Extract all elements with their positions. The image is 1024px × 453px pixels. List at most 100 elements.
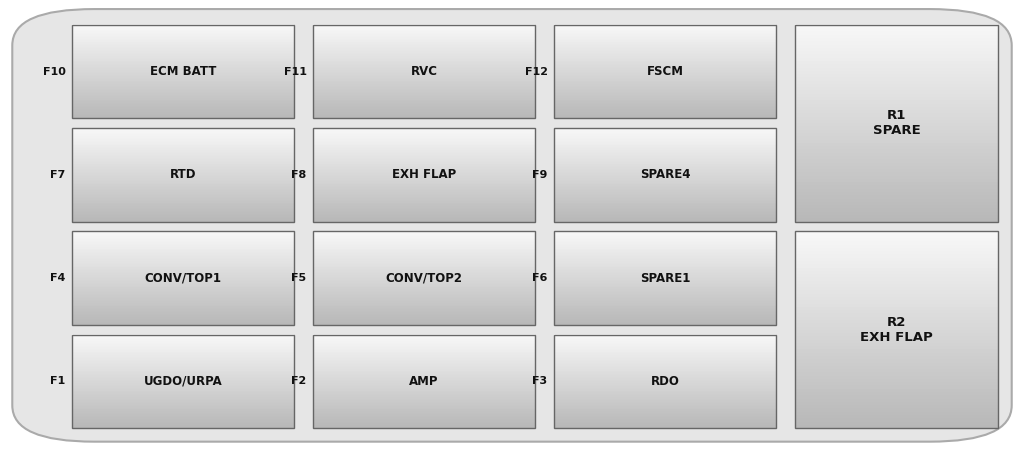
- Bar: [312, 237, 536, 239]
- Bar: [795, 120, 998, 123]
- Bar: [72, 323, 294, 325]
- Bar: [795, 80, 998, 84]
- Bar: [72, 350, 294, 352]
- Bar: [72, 157, 294, 159]
- Bar: [554, 193, 776, 195]
- Bar: [72, 287, 294, 289]
- Bar: [554, 320, 776, 322]
- Bar: [795, 129, 998, 133]
- Bar: [312, 187, 536, 189]
- Bar: [312, 160, 536, 163]
- Bar: [554, 292, 776, 294]
- Bar: [312, 95, 536, 96]
- Bar: [312, 179, 536, 181]
- Bar: [312, 415, 536, 417]
- Bar: [72, 32, 294, 34]
- Bar: [72, 102, 294, 104]
- Bar: [312, 53, 536, 54]
- Bar: [312, 389, 536, 391]
- Bar: [312, 287, 536, 289]
- Bar: [554, 182, 776, 184]
- Bar: [72, 273, 294, 275]
- Bar: [72, 375, 294, 377]
- Bar: [72, 217, 294, 218]
- Bar: [554, 70, 776, 72]
- Bar: [312, 207, 536, 209]
- Bar: [312, 85, 536, 87]
- Bar: [312, 199, 536, 201]
- Bar: [312, 341, 536, 342]
- Bar: [554, 59, 776, 61]
- Bar: [72, 128, 294, 130]
- Bar: [72, 135, 294, 138]
- Bar: [72, 270, 294, 272]
- Bar: [554, 153, 776, 154]
- Bar: [554, 93, 776, 95]
- Bar: [554, 405, 776, 406]
- Bar: [554, 145, 776, 147]
- Bar: [312, 259, 536, 261]
- Bar: [72, 236, 294, 238]
- Bar: [72, 184, 294, 186]
- Bar: [554, 192, 776, 193]
- Bar: [554, 115, 776, 117]
- Bar: [554, 313, 776, 315]
- Bar: [72, 260, 294, 263]
- Bar: [72, 92, 294, 93]
- Bar: [72, 313, 294, 315]
- Bar: [72, 153, 294, 154]
- Bar: [312, 285, 536, 288]
- Bar: [795, 142, 998, 146]
- Bar: [72, 212, 294, 214]
- Bar: [554, 345, 776, 347]
- Bar: [795, 280, 998, 284]
- Bar: [554, 35, 776, 37]
- Bar: [795, 293, 998, 297]
- Bar: [554, 242, 776, 244]
- Bar: [554, 209, 776, 211]
- Bar: [312, 293, 536, 295]
- Bar: [72, 306, 294, 308]
- Bar: [72, 210, 294, 212]
- Bar: [312, 366, 536, 367]
- Bar: [72, 387, 294, 389]
- Bar: [312, 232, 536, 235]
- Bar: [554, 268, 776, 270]
- Bar: [795, 333, 998, 336]
- Bar: [554, 45, 776, 47]
- Bar: [72, 181, 294, 183]
- Bar: [312, 188, 536, 190]
- Bar: [72, 364, 294, 366]
- Bar: [554, 290, 776, 292]
- Bar: [72, 93, 294, 95]
- Bar: [312, 28, 536, 29]
- Bar: [312, 250, 536, 252]
- Bar: [795, 231, 998, 235]
- Bar: [72, 234, 294, 236]
- Bar: [72, 376, 294, 378]
- Bar: [72, 53, 294, 54]
- Bar: [312, 255, 536, 256]
- Bar: [554, 312, 776, 314]
- Bar: [72, 395, 294, 397]
- Bar: [554, 378, 776, 380]
- Bar: [795, 195, 998, 198]
- Bar: [795, 25, 998, 222]
- Bar: [554, 199, 776, 201]
- Bar: [554, 167, 776, 169]
- Bar: [72, 414, 294, 416]
- Bar: [554, 160, 776, 163]
- Bar: [554, 135, 776, 138]
- Bar: [72, 113, 294, 115]
- Bar: [795, 414, 998, 418]
- Bar: [312, 378, 536, 380]
- Bar: [554, 390, 776, 392]
- Bar: [72, 409, 294, 411]
- Bar: [72, 167, 294, 169]
- Bar: [312, 96, 536, 98]
- Bar: [312, 107, 536, 109]
- Bar: [72, 393, 294, 395]
- Bar: [312, 128, 536, 222]
- Bar: [312, 60, 536, 62]
- Bar: [312, 358, 536, 360]
